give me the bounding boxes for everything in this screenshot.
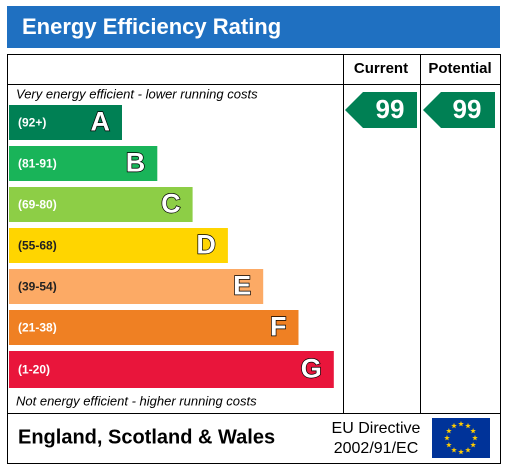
band-range: (81-91) <box>18 157 57 171</box>
bottom-note: Not energy efficient - higher running co… <box>16 393 257 408</box>
eu-star <box>451 447 457 453</box>
potential-rating: 99 <box>453 94 482 124</box>
band-bar <box>9 351 334 388</box>
eu-star <box>470 442 476 448</box>
band-letter: E <box>233 271 251 301</box>
band-letter: D <box>196 230 216 260</box>
current-arrow <box>345 92 417 128</box>
region: England, Scotland & Wales <box>18 426 275 448</box>
eu-star <box>446 442 452 448</box>
eu-star <box>465 447 471 453</box>
current-rating: 99 <box>376 94 405 124</box>
band-letter: A <box>91 107 111 137</box>
band-range: (39-54) <box>18 280 57 294</box>
column-header: Current <box>354 60 408 77</box>
band-bar <box>9 269 264 304</box>
eu-star <box>451 422 457 429</box>
band-bar <box>9 310 299 345</box>
band-range: (21-38) <box>18 321 57 335</box>
eu-star <box>465 422 471 429</box>
eu-star <box>472 435 478 441</box>
title-bar <box>7 6 500 48</box>
band-letter: F <box>270 312 287 342</box>
potential-arrow <box>423 92 495 128</box>
eu-star <box>470 428 476 434</box>
eu-star <box>458 449 464 455</box>
band-bar <box>9 228 228 263</box>
top-note: Very energy efficient - lower running co… <box>16 86 258 101</box>
frame <box>7 54 501 464</box>
column-header: Potential <box>428 60 491 77</box>
band-range: (55-68) <box>18 239 57 253</box>
eu-star <box>444 435 450 441</box>
directive: EU Directive <box>332 420 421 437</box>
eu-star <box>446 428 452 434</box>
band-range: (92+) <box>18 116 46 130</box>
eu-star <box>458 421 464 427</box>
band-range: (1-20) <box>18 363 50 377</box>
band-bar <box>9 146 158 181</box>
band-bar <box>9 105 122 140</box>
band-letter: C <box>161 189 181 219</box>
title: Energy Efficiency Rating <box>22 14 281 39</box>
band-bar <box>9 187 193 222</box>
band-letter: B <box>126 148 146 178</box>
directive: 2002/91/EC <box>334 440 419 457</box>
band-range: (69-80) <box>18 198 57 212</box>
eu-stars <box>444 421 478 455</box>
band-letter: G <box>301 354 322 384</box>
